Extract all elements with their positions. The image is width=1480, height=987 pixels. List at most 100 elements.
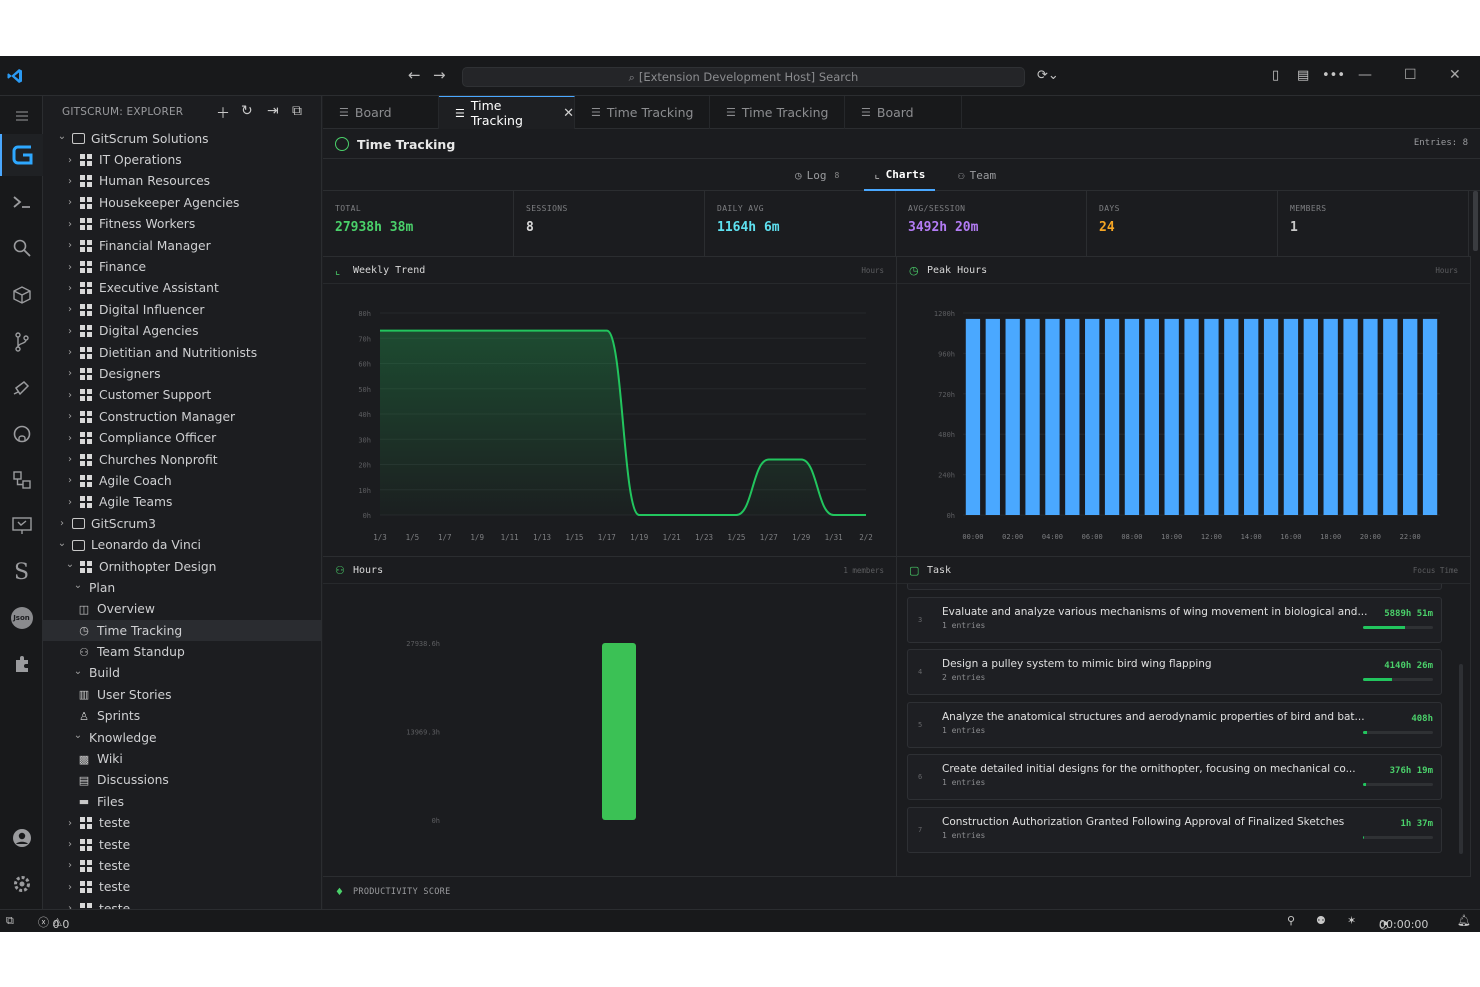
task-card[interactable]: 5 Analyze the anatomical structures and a… — [907, 702, 1442, 748]
tab-time-tracking-3[interactable]: ☰ Time Tracking — [710, 96, 845, 129]
json-icon[interactable]: Json — [0, 602, 43, 634]
tree-item[interactable]: › Customer Support — [43, 385, 321, 406]
copilot-icon[interactable]: ⟳⌄ — [1037, 68, 1059, 83]
more-icon[interactable]: ••• — [1322, 68, 1346, 83]
tree-item[interactable]: › GitScrum3 — [43, 513, 321, 534]
layout-icon[interactable]: ▤ — [1297, 68, 1310, 83]
tree-item[interactable]: ◫ Overview — [43, 599, 321, 620]
sidebar-header: GITSCRUM: EXPLORER ＋ ↻ ⇥ ⧉ — [43, 96, 321, 128]
gitscrum-icon[interactable] — [0, 134, 43, 176]
tree-item[interactable]: › teste — [43, 877, 321, 898]
task-scrollbar[interactable] — [1459, 664, 1463, 854]
tree-item-label: teste — [99, 816, 131, 831]
tree-item[interactable]: › Agile Coach — [43, 470, 321, 491]
collapse-all-icon[interactable]: ⧉ — [292, 103, 302, 119]
search-icon[interactable] — [0, 232, 43, 264]
bulb-status-icon[interactable]: ⚲ — [1287, 914, 1296, 927]
chevron-down-icon: ⌄ — [65, 559, 75, 570]
debug-icon[interactable] — [0, 372, 43, 404]
tree-item[interactable]: ◷ Time Tracking — [43, 619, 321, 642]
tree-item[interactable]: › Human Resources — [43, 171, 321, 192]
tree-item[interactable]: ▤ Discussions — [43, 770, 321, 791]
toggle-sidebar-icon[interactable]: ▯ — [1272, 68, 1280, 83]
tree-item[interactable]: ⌄ Plan — [43, 577, 321, 598]
task-card[interactable]: 3 Evaluate and analyze various mechanisms… — [907, 597, 1442, 643]
tree-item[interactable]: ⌄ GitScrum Solutions — [43, 128, 321, 149]
peak-hour-bar — [1184, 318, 1199, 515]
tree-item[interactable]: › Designers — [43, 363, 321, 384]
command-center-search[interactable]: ⌕ [Extension Development Host] Search — [462, 67, 1025, 87]
forward-arrow-icon[interactable]: → — [433, 66, 446, 84]
tree-item[interactable]: › IT Operations — [43, 149, 321, 170]
github-icon[interactable] — [0, 418, 43, 450]
tree-item[interactable]: › teste — [43, 855, 321, 876]
tab-time-tracking-2[interactable]: ☰ Time Tracking — [575, 96, 710, 129]
overview-icon: ◫ — [78, 602, 90, 616]
extension-status-icon[interactable]: ✶ — [1347, 914, 1357, 927]
tree-item[interactable]: ⌄ Leonardo da Vinci — [43, 534, 321, 555]
task-card[interactable]: 1 entries — [907, 584, 1442, 590]
tree-item[interactable]: › Financial Manager — [43, 235, 321, 256]
peak-hours-panel: ◷ Peak Hours Hours 0h 240h 480h 720h 960h 120… — [897, 257, 1471, 557]
tree-item[interactable]: › Finance — [43, 256, 321, 277]
tree-item[interactable]: › Digital Influencer — [43, 299, 321, 320]
chevron-right-icon: › — [60, 518, 64, 530]
tree-item[interactable]: › Fitness Workers — [43, 214, 321, 235]
errors-indicator[interactable]: ⓧ 0 ⚠ 0 — [38, 916, 70, 931]
tree-item[interactable]: › Agile Teams — [43, 492, 321, 513]
task-name: Create detailed initial designs for the … — [942, 763, 1356, 775]
tree-item[interactable]: ♙ Sprints — [43, 706, 321, 727]
tree-item[interactable]: › teste — [43, 813, 321, 834]
tree-item[interactable]: › Compliance Officer — [43, 427, 321, 448]
task-card[interactable]: 7 Construction Authorization Granted Foll… — [907, 807, 1442, 853]
refresh-icon[interactable]: ↻ — [241, 103, 253, 119]
presentation-icon[interactable] — [0, 510, 43, 542]
tree-item[interactable]: ⌄ Knowledge — [43, 727, 321, 748]
task-card[interactable]: 4 Design a pulley system to mimic bird wi… — [907, 649, 1442, 695]
tree-item[interactable]: › teste — [43, 898, 321, 909]
notifications-bell-icon[interactable]: 🔔︎ — [1457, 914, 1471, 927]
terminal-icon[interactable] — [0, 186, 43, 218]
snippets-icon[interactable]: S — [13, 559, 30, 585]
settings-gear-icon[interactable] — [0, 868, 43, 900]
minimize-icon[interactable]: — — [1358, 67, 1372, 83]
back-arrow-icon[interactable]: ← — [408, 66, 421, 84]
tree-item[interactable]: ▩ Wiki — [43, 748, 321, 769]
add-icon[interactable]: ＋ — [216, 106, 230, 122]
subtab-log[interactable]: ◷ Log 8 — [785, 159, 849, 191]
editor-scrollbar[interactable] — [1473, 191, 1478, 251]
tree-item[interactable]: ⌄ Build — [43, 663, 321, 684]
tree-item[interactable]: › Construction Manager — [43, 406, 321, 427]
logout-icon[interactable]: ⇥ — [267, 103, 279, 119]
maximize-icon[interactable]: ☐ — [1404, 67, 1417, 83]
task-card[interactable]: 6 Create detailed initial designs for the… — [907, 754, 1442, 800]
subtab-team[interactable]: ⚇ Team — [948, 159, 1006, 191]
copilot-status-icon[interactable]: ⚉ — [1316, 914, 1326, 927]
stat-label: DAYS — [1099, 204, 1120, 213]
tree-item[interactable]: ⚇ Team Standup — [43, 641, 321, 662]
remote-explorer-icon[interactable] — [0, 464, 43, 496]
tree-item[interactable]: ▬ Files — [43, 791, 321, 812]
tab-time-tracking-active[interactable]: ☰ Time Tracking ✕ — [439, 96, 575, 129]
extensions-icon[interactable] — [0, 648, 43, 680]
tab-board-2[interactable]: ☰ Board — [845, 96, 962, 129]
menu-icon[interactable] — [0, 100, 43, 132]
close-window-icon[interactable]: ✕ — [1449, 67, 1461, 83]
tree-item[interactable]: › Digital Agencies — [43, 321, 321, 342]
tree-item[interactable]: › teste — [43, 834, 321, 855]
board-icon — [79, 325, 93, 338]
tree-item[interactable]: › Executive Assistant — [43, 278, 321, 299]
source-control-icon[interactable] — [0, 326, 43, 358]
y-tick-label: 27938.6h — [406, 640, 440, 648]
subtab-charts[interactable]: ⌞ Charts — [864, 159, 936, 191]
remote-icon[interactable]: ⧉ — [6, 914, 14, 927]
tab-board-1[interactable]: ☰ Board — [323, 96, 439, 129]
account-icon[interactable] — [0, 822, 43, 854]
tree-item[interactable]: › Housekeeper Agencies — [43, 192, 321, 213]
package-icon[interactable] — [0, 279, 43, 311]
tree-item[interactable]: › Dietitian and Nutritionists — [43, 342, 321, 363]
tree-item[interactable]: ⌄ Ornithopter Design — [43, 556, 321, 577]
close-tab-icon[interactable]: ✕ — [563, 105, 574, 121]
tree-item[interactable]: ▥ User Stories — [43, 684, 321, 705]
tree-item[interactable]: › Churches Nonprofit — [43, 449, 321, 470]
